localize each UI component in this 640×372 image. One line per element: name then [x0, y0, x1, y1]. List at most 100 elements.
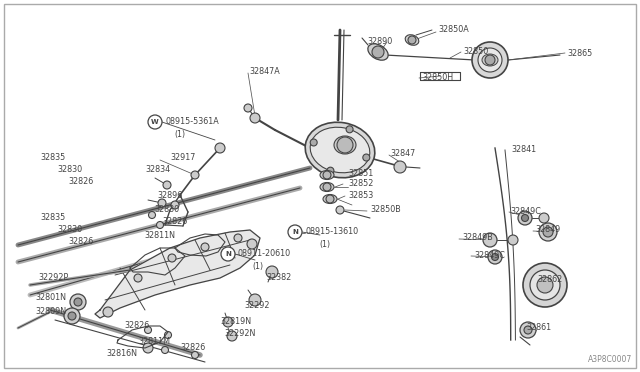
Ellipse shape [320, 183, 334, 192]
Text: 32847A: 32847A [249, 67, 280, 77]
Circle shape [64, 308, 80, 324]
Ellipse shape [305, 122, 375, 178]
Text: 32847: 32847 [390, 148, 415, 157]
Text: 32835: 32835 [40, 214, 65, 222]
Ellipse shape [320, 170, 334, 180]
Text: N: N [292, 229, 298, 235]
Circle shape [408, 36, 416, 44]
Circle shape [336, 206, 344, 214]
Circle shape [171, 201, 179, 209]
Circle shape [543, 227, 553, 237]
Text: 32850H: 32850H [422, 73, 453, 81]
Text: 32826: 32826 [180, 343, 205, 353]
Text: (1): (1) [252, 262, 263, 270]
Circle shape [523, 263, 567, 307]
Circle shape [266, 266, 278, 278]
Text: 32890: 32890 [367, 38, 392, 46]
Text: 32826: 32826 [124, 321, 149, 330]
Text: 32853: 32853 [348, 190, 373, 199]
Circle shape [288, 225, 302, 239]
Text: 32849C: 32849C [474, 251, 505, 260]
Circle shape [518, 211, 532, 225]
Circle shape [157, 221, 163, 228]
Text: N: N [225, 251, 231, 257]
Circle shape [372, 46, 384, 58]
Text: 32865: 32865 [567, 48, 592, 58]
Circle shape [221, 247, 235, 261]
Text: 32850B: 32850B [370, 205, 401, 215]
Ellipse shape [323, 195, 337, 203]
Circle shape [310, 139, 317, 146]
Polygon shape [95, 230, 260, 318]
Text: 32830: 32830 [57, 166, 82, 174]
Circle shape [346, 126, 353, 133]
Text: A3P8C0007: A3P8C0007 [588, 355, 632, 364]
Circle shape [520, 322, 536, 338]
Circle shape [539, 223, 557, 241]
Circle shape [201, 243, 209, 251]
Circle shape [323, 171, 331, 179]
Text: 32841: 32841 [511, 144, 536, 154]
Circle shape [394, 161, 406, 173]
Text: 32849: 32849 [535, 224, 560, 234]
Text: 32861: 32861 [526, 324, 551, 333]
Circle shape [472, 42, 508, 78]
Circle shape [530, 270, 560, 300]
Text: 32851: 32851 [348, 169, 373, 177]
Circle shape [485, 55, 495, 65]
Circle shape [492, 253, 499, 260]
Circle shape [191, 171, 199, 179]
Text: 32849B: 32849B [462, 234, 493, 243]
Ellipse shape [482, 54, 498, 66]
Text: 32292P: 32292P [38, 273, 68, 282]
Text: 32809N: 32809N [35, 308, 66, 317]
Circle shape [323, 183, 331, 191]
Ellipse shape [334, 136, 356, 154]
Circle shape [70, 294, 86, 310]
Text: 32816N: 32816N [106, 350, 137, 359]
Ellipse shape [405, 35, 419, 45]
Circle shape [483, 233, 497, 247]
Text: 08915-13610: 08915-13610 [305, 227, 358, 235]
Text: 32835: 32835 [40, 154, 65, 163]
Ellipse shape [368, 44, 388, 60]
Text: 32852: 32852 [348, 179, 373, 187]
Circle shape [158, 199, 166, 207]
Circle shape [234, 234, 242, 242]
Circle shape [327, 167, 334, 174]
Text: 32801N: 32801N [35, 292, 66, 301]
Circle shape [326, 195, 334, 203]
Circle shape [74, 298, 82, 306]
Text: 32826: 32826 [68, 237, 93, 247]
Circle shape [363, 154, 370, 161]
Text: 32382: 32382 [266, 273, 291, 282]
Text: 32811M: 32811M [138, 337, 170, 346]
Text: 32849C: 32849C [510, 206, 541, 215]
Text: 32292: 32292 [244, 301, 269, 311]
Circle shape [249, 294, 261, 306]
Circle shape [191, 352, 198, 359]
Circle shape [250, 113, 260, 123]
Circle shape [143, 343, 153, 353]
Text: 32917: 32917 [170, 154, 195, 163]
Text: (1): (1) [174, 129, 185, 138]
Circle shape [68, 312, 76, 320]
Circle shape [148, 212, 156, 218]
Text: 32850A: 32850A [438, 25, 468, 33]
Circle shape [168, 254, 176, 262]
Circle shape [148, 115, 162, 129]
Text: 32862: 32862 [537, 275, 563, 283]
Circle shape [134, 274, 142, 282]
Circle shape [163, 181, 171, 189]
Circle shape [508, 235, 518, 245]
Circle shape [488, 250, 502, 264]
Text: W: W [151, 119, 159, 125]
Text: 32830: 32830 [154, 205, 179, 214]
Text: 32819N: 32819N [220, 317, 251, 326]
Circle shape [223, 317, 233, 327]
Circle shape [539, 213, 549, 223]
Text: 32826: 32826 [68, 177, 93, 186]
Circle shape [145, 327, 152, 334]
Circle shape [478, 48, 502, 72]
Text: 32826: 32826 [162, 218, 188, 227]
